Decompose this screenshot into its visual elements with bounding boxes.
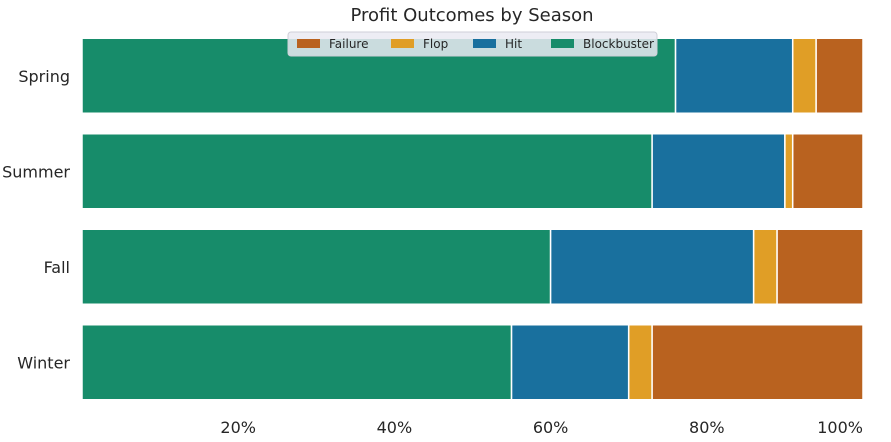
bar-spring-hit [674,37,794,114]
bar-summer-failure [791,133,864,210]
x-tick-label: 20% [220,418,256,437]
category-label-spring: Spring [18,67,70,86]
category-label-summer: Summer [2,162,70,181]
x-tick-label: 80% [689,418,725,437]
bar-fall-blockbuster [81,228,552,305]
bar-winter-hit [510,324,630,401]
x-tick-label: 60% [533,418,569,437]
bar-fall-flop [752,228,778,305]
category-labels: Spring Summer Fall Winter [2,67,70,373]
legend-label-hit: Hit [505,37,522,51]
legend-label-failure: Failure [329,37,368,51]
legend-swatch-flop [391,39,414,48]
bar-winter-flop [627,324,653,401]
legend-box [287,31,658,57]
bar-spring-flop [791,37,817,114]
x-tick-label: 40% [377,418,413,437]
legend-swatch-failure [297,39,320,48]
legend-label-blockbuster: Blockbuster [583,37,654,51]
legend-swatch-hit [473,39,496,48]
bar-spring-failure [815,37,864,114]
legend: Failure Flop Hit Blockbuster [287,31,658,57]
legend-swatch-blockbuster [551,39,574,48]
chart-title: Profit Outcomes by Season [350,5,593,26]
bar-winter-failure [651,324,864,401]
bar-fall-hit [549,228,755,305]
bars-group [81,37,864,401]
bar-summer-flop [784,133,794,210]
bar-fall-failure [776,228,864,305]
x-tick-label: 100% [817,418,863,437]
category-label-fall: Fall [44,258,70,277]
x-tick-labels: 20% 40% 60% 80% 100% [220,418,863,437]
legend-label-flop: Flop [423,37,448,51]
category-label-winter: Winter [17,353,70,372]
bar-summer-blockbuster [81,133,653,210]
bar-summer-hit [651,133,786,210]
bar-winter-blockbuster [81,324,513,401]
